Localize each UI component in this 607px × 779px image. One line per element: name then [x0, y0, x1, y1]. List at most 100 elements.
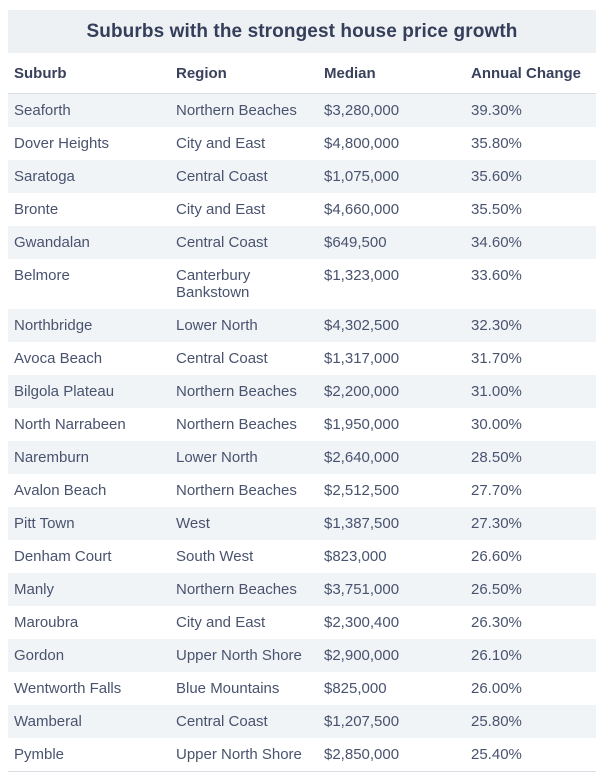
table-row: Denham Court South West $823,000 26.60% [8, 540, 596, 573]
region-cell: South West [176, 548, 254, 565]
median-cell: $649,500 [324, 234, 387, 251]
table-row: Wentworth Falls Blue Mountains $825,000 … [8, 672, 596, 705]
table-row: Naremburn Lower North $2,640,000 28.50% [8, 441, 596, 474]
annual-change-cell: 25.80% [471, 713, 522, 730]
table-row: Dover Heights City and East $4,800,000 3… [8, 127, 596, 160]
region-cell: Blue Mountains [176, 680, 280, 697]
suburb-cell: Belmore [14, 267, 70, 284]
table-row: Bronte City and East $4,660,000 35.50% [8, 193, 596, 226]
median-cell: $4,800,000 [324, 135, 400, 152]
annual-change-cell: 26.00% [471, 680, 522, 697]
annual-change-cell: 26.10% [471, 647, 522, 664]
suburb-cell: Saratoga [14, 168, 75, 185]
table-row: Pymble Upper North Shore $2,850,000 25.4… [8, 738, 596, 772]
suburb-cell: Wamberal [14, 713, 82, 730]
table-row: Northbridge Lower North $4,302,500 32.30… [8, 309, 596, 342]
region-cell: Northern Beaches [176, 581, 297, 598]
median-cell: $3,280,000 [324, 102, 400, 119]
suburb-cell: Maroubra [14, 614, 79, 631]
suburb-cell: Pitt Town [14, 515, 75, 532]
region-cell: Central Coast [176, 713, 268, 730]
annual-change-cell: 35.60% [471, 168, 522, 185]
table-title-panel: Suburbs with the strongest house price g… [8, 10, 596, 53]
annual-change-cell: 35.50% [471, 201, 522, 218]
annual-change-cell: 31.70% [471, 350, 522, 367]
suburb-cell: Pymble [14, 746, 65, 763]
region-cell: Northern Beaches [176, 383, 297, 400]
annual-change-cell: 27.30% [471, 515, 522, 532]
annual-change-cell: 39.30% [471, 102, 522, 119]
region-cell: Lower North [176, 317, 258, 334]
annual-change-cell: 26.30% [471, 614, 522, 631]
suburb-cell: Bilgola Plateau [14, 383, 115, 400]
median-cell: $2,850,000 [324, 746, 400, 763]
median-cell: $1,317,000 [324, 350, 400, 367]
region-cell: Northern Beaches [176, 416, 297, 433]
table-row: Bilgola Plateau Northern Beaches $2,200,… [8, 375, 596, 408]
suburb-cell: Avalon Beach [14, 482, 107, 499]
table-row: Maroubra City and East $2,300,400 26.30% [8, 606, 596, 639]
price-growth-table-widget: Suburbs with the strongest house price g… [8, 10, 596, 772]
median-cell: $2,640,000 [324, 449, 400, 466]
table-row: Avoca Beach Central Coast $1,317,000 31.… [8, 342, 596, 375]
table-row: Wamberal Central Coast $1,207,500 25.80% [8, 705, 596, 738]
suburb-cell: Wentworth Falls [14, 680, 122, 697]
column-header-region: Region [170, 53, 318, 94]
column-header-median: Median [318, 53, 465, 94]
annual-change-cell: 28.50% [471, 449, 522, 466]
suburb-cell: Bronte [14, 201, 59, 218]
suburb-cell: Gwandalan [14, 234, 90, 251]
median-cell: $2,900,000 [324, 647, 400, 664]
table-row: North Narrabeen Northern Beaches $1,950,… [8, 408, 596, 441]
region-cell: Central Coast [176, 234, 268, 251]
region-cell: Upper North Shore [176, 746, 302, 763]
annual-change-cell: 27.70% [471, 482, 522, 499]
region-cell: Northern Beaches [176, 102, 297, 119]
annual-change-cell: 25.40% [471, 746, 522, 763]
annual-change-cell: 33.60% [471, 267, 522, 284]
table-body: Seaforth Northern Beaches $3,280,000 39.… [8, 93, 596, 772]
suburb-cell: Dover Heights [14, 135, 110, 152]
annual-change-cell: 34.60% [471, 234, 522, 251]
column-header-annual-change: Annual Change [465, 53, 596, 94]
header-row: Suburb Region Median Annual Change [8, 53, 596, 94]
region-cell: Central Coast [176, 168, 268, 185]
suburb-cell: North Narrabeen [14, 416, 126, 433]
table-row: Pitt Town West $1,387,500 27.30% [8, 507, 596, 540]
region-cell: City and East [176, 135, 266, 152]
region-cell: Northern Beaches [176, 482, 297, 499]
table-row: Manly Northern Beaches $3,751,000 26.50% [8, 573, 596, 606]
table-row: Belmore Canterbury Bankstown $1,323,000 … [8, 259, 596, 309]
column-header-suburb: Suburb [8, 53, 170, 94]
region-cell: Upper North Shore [176, 647, 302, 664]
median-cell: $823,000 [324, 548, 387, 565]
suburb-cell: Avoca Beach [14, 350, 103, 367]
table-row: Seaforth Northern Beaches $3,280,000 39.… [8, 93, 596, 127]
annual-change-cell: 32.30% [471, 317, 522, 334]
page-title: Suburbs with the strongest house price g… [86, 20, 518, 42]
median-cell: $1,387,500 [324, 515, 400, 532]
annual-change-cell: 26.50% [471, 581, 522, 598]
suburb-cell: Manly [14, 581, 55, 598]
region-cell: City and East [176, 201, 266, 218]
region-cell: Lower North [176, 449, 258, 466]
region-cell: Central Coast [176, 350, 268, 367]
median-cell: $2,512,500 [324, 482, 400, 499]
suburb-cell: Gordon [14, 647, 65, 664]
region-cell: West [176, 515, 210, 532]
median-cell: $1,207,500 [324, 713, 400, 730]
median-cell: $1,075,000 [324, 168, 400, 185]
table-row: Saratoga Central Coast $1,075,000 35.60% [8, 160, 596, 193]
annual-change-cell: 35.80% [471, 135, 522, 152]
suburb-cell: Naremburn [14, 449, 90, 466]
table-header: Suburb Region Median Annual Change [8, 53, 596, 94]
annual-change-cell: 26.60% [471, 548, 522, 565]
region-cell: Canterbury Bankstown [176, 267, 251, 301]
table-row: Gordon Upper North Shore $2,900,000 26.1… [8, 639, 596, 672]
median-cell: $4,660,000 [324, 201, 400, 218]
suburbs-table: Suburb Region Median Annual Change Seafo… [8, 53, 596, 772]
median-cell: $825,000 [324, 680, 387, 697]
annual-change-cell: 31.00% [471, 383, 522, 400]
table-row: Gwandalan Central Coast $649,500 34.60% [8, 226, 596, 259]
suburb-cell: Denham Court [14, 548, 112, 565]
